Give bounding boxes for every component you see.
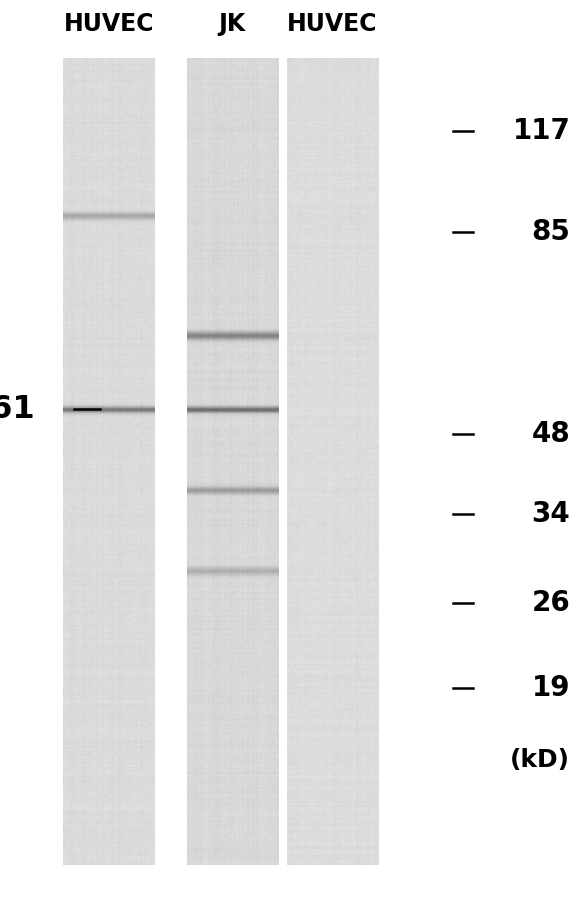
- Text: 26: 26: [532, 589, 570, 617]
- Text: 19: 19: [532, 674, 570, 702]
- Text: (kD): (kD): [510, 748, 570, 772]
- Text: HUVEC: HUVEC: [287, 12, 377, 36]
- Text: 34: 34: [532, 500, 570, 528]
- Text: JK: JK: [219, 12, 246, 36]
- Text: 85: 85: [532, 218, 570, 246]
- Text: 117: 117: [513, 117, 570, 145]
- Text: F261: F261: [0, 394, 35, 425]
- Text: HUVEC: HUVEC: [64, 12, 154, 36]
- Text: 48: 48: [532, 420, 570, 448]
